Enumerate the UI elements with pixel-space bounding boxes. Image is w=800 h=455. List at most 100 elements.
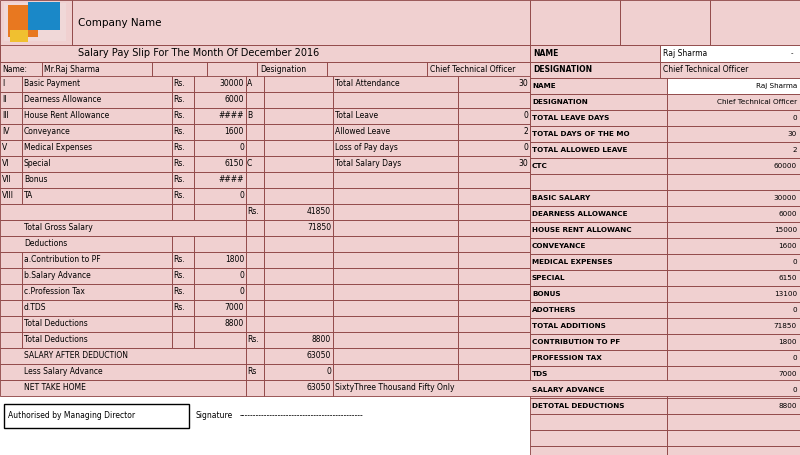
Text: VI: VI <box>2 160 10 168</box>
Text: 8800: 8800 <box>225 319 244 329</box>
Bar <box>458 332 530 348</box>
Text: BASIC SALARY: BASIC SALARY <box>532 195 590 201</box>
Text: Rs.: Rs. <box>247 207 258 217</box>
Text: a.Contribution to PF: a.Contribution to PF <box>24 256 101 264</box>
Bar <box>172 124 194 140</box>
Text: TOTAL DAYS OF THE MO: TOTAL DAYS OF THE MO <box>532 131 630 137</box>
Bar <box>246 284 264 300</box>
Bar <box>458 252 530 268</box>
Bar <box>333 348 458 364</box>
Bar <box>194 300 246 316</box>
Bar <box>194 108 246 124</box>
Bar <box>246 268 264 284</box>
Bar <box>0 108 22 124</box>
Bar <box>257 62 327 78</box>
Bar <box>194 140 246 156</box>
Bar <box>667 334 800 350</box>
Text: SPECIAL: SPECIAL <box>532 275 566 281</box>
Bar <box>22 332 172 348</box>
Bar <box>246 252 264 268</box>
Text: VIII: VIII <box>2 192 14 201</box>
Bar <box>172 92 194 108</box>
Bar <box>264 108 333 124</box>
Bar <box>152 62 207 78</box>
Bar <box>458 204 530 220</box>
Bar <box>172 236 194 252</box>
Text: DESIGNATION: DESIGNATION <box>533 66 592 75</box>
Text: 30000: 30000 <box>220 80 244 89</box>
Bar <box>0 140 22 156</box>
Text: Rs.: Rs. <box>173 160 185 168</box>
Bar <box>458 188 530 204</box>
Bar <box>172 76 194 92</box>
Text: House Rent Allowance: House Rent Allowance <box>24 111 110 121</box>
Bar <box>458 108 530 124</box>
Text: 0: 0 <box>792 355 797 361</box>
Bar <box>530 158 667 174</box>
Bar <box>458 124 530 140</box>
Bar <box>22 156 172 172</box>
Bar <box>667 286 800 302</box>
Text: 63050: 63050 <box>306 352 331 360</box>
Text: 1800: 1800 <box>778 339 797 345</box>
Bar <box>458 76 530 92</box>
Bar <box>0 300 22 316</box>
Text: 0: 0 <box>792 259 797 265</box>
Text: Rs.: Rs. <box>173 127 185 136</box>
Bar <box>530 398 667 414</box>
Bar <box>0 124 22 140</box>
Text: ADOTHERS: ADOTHERS <box>532 307 577 313</box>
Bar <box>246 220 264 236</box>
Bar <box>667 126 800 142</box>
Bar <box>667 158 800 174</box>
Text: DETOTAL DEDUCTIONS: DETOTAL DEDUCTIONS <box>532 403 625 409</box>
Text: B: B <box>247 111 252 121</box>
Text: 0: 0 <box>523 143 528 152</box>
Bar <box>22 92 172 108</box>
Text: 63050: 63050 <box>306 384 331 393</box>
Text: 60000: 60000 <box>774 163 797 169</box>
Bar <box>246 188 264 204</box>
Text: Deductions: Deductions <box>24 239 67 248</box>
Bar <box>530 446 667 455</box>
Bar <box>458 140 530 156</box>
Bar <box>530 126 667 142</box>
Bar <box>22 316 172 332</box>
Bar <box>0 348 246 364</box>
Bar <box>660 45 800 62</box>
Bar <box>246 348 264 364</box>
Text: Rs.: Rs. <box>173 111 185 121</box>
Bar <box>246 380 264 396</box>
Text: CONVEYANCE: CONVEYANCE <box>532 243 586 249</box>
Text: 0: 0 <box>792 115 797 121</box>
Bar <box>264 156 333 172</box>
Text: Rs.: Rs. <box>173 288 185 297</box>
Text: Mr.Raj Sharma: Mr.Raj Sharma <box>44 66 100 75</box>
Text: ---------------------------------------------: ----------------------------------------… <box>240 411 364 420</box>
Bar <box>264 204 333 220</box>
Bar <box>667 366 800 382</box>
Bar <box>264 348 333 364</box>
Bar <box>194 156 246 172</box>
Text: DESIGNATION: DESIGNATION <box>532 99 588 105</box>
Text: Rs: Rs <box>247 368 256 376</box>
Text: TOTAL ADDITIONS: TOTAL ADDITIONS <box>532 323 606 329</box>
Bar <box>4 3 66 41</box>
Bar <box>0 76 22 92</box>
Text: Dearness Allowance: Dearness Allowance <box>24 96 102 105</box>
Text: 30: 30 <box>518 80 528 89</box>
Bar <box>667 206 800 222</box>
Text: CTC: CTC <box>532 163 548 169</box>
Bar <box>530 174 667 190</box>
Text: NET TAKE HOME: NET TAKE HOME <box>24 384 86 393</box>
Bar <box>246 92 264 108</box>
Text: 13100: 13100 <box>774 291 797 297</box>
Text: 71850: 71850 <box>774 323 797 329</box>
Bar <box>667 382 800 398</box>
Bar <box>530 302 667 318</box>
Text: Allowed Leave: Allowed Leave <box>335 127 390 136</box>
Bar <box>22 284 172 300</box>
Bar <box>22 172 172 188</box>
Bar <box>530 318 667 334</box>
Bar <box>327 62 427 78</box>
